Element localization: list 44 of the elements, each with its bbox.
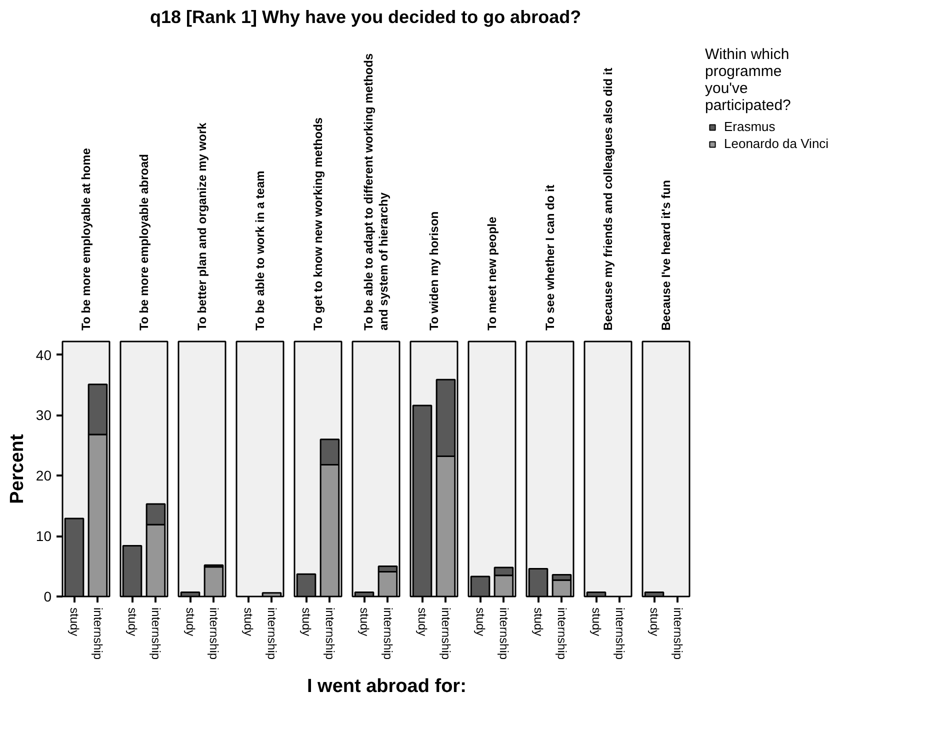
x-tick-label: study bbox=[473, 608, 488, 636]
x-tick-label: study bbox=[357, 608, 372, 636]
y-tick-label: 10 bbox=[36, 528, 52, 544]
chart-title: To be able to work in a team bbox=[253, 170, 267, 330]
chart-title: To be able to adapt to different working methods and system of hierarchy bbox=[362, 53, 390, 330]
y-tick-label: 40 bbox=[36, 346, 52, 363]
chart-title: To meet new people bbox=[485, 216, 499, 330]
x-tick-label: internship bbox=[264, 608, 279, 660]
chart-title: To be more employable abroad bbox=[137, 154, 151, 330]
x-tick-label: internship bbox=[148, 608, 163, 660]
chart-title: To get to know new working methods bbox=[311, 117, 325, 330]
x-tick-label: study bbox=[647, 608, 662, 636]
y-tick-label: 30 bbox=[36, 407, 52, 424]
chart-title: To be more employable at home bbox=[79, 148, 93, 330]
legend-title: Within which programme you've participated? bbox=[705, 46, 792, 114]
chart-title: Because I've heard it's fun bbox=[659, 180, 673, 330]
y-axis-title: Percent bbox=[6, 433, 28, 504]
x-tick-label: internship bbox=[322, 608, 337, 660]
x-tick-label: study bbox=[125, 608, 140, 636]
x-tick-label: internship bbox=[206, 608, 221, 660]
chart-title: To widen my horison bbox=[427, 211, 441, 330]
x-tick-label: study bbox=[531, 608, 546, 636]
y-tick-label: 20 bbox=[36, 468, 52, 484]
x-tick-label: study bbox=[67, 608, 82, 636]
x-tick-label: internship bbox=[496, 608, 511, 660]
x-tick-label: study bbox=[589, 608, 604, 636]
legend-label: Erasmus bbox=[724, 119, 776, 134]
x-tick-label: study bbox=[415, 608, 430, 636]
x-tick-label: internship bbox=[612, 608, 627, 660]
chart-title: To see whether I can do it bbox=[543, 184, 557, 330]
legend-label: Leonardo da Vinci bbox=[724, 136, 829, 151]
x-tick-label: study bbox=[299, 608, 314, 636]
x-tick-label: study bbox=[241, 608, 256, 636]
x-tick-label: internship bbox=[380, 608, 395, 660]
x-tick-label: internship bbox=[438, 608, 453, 660]
y-tick-label: 0 bbox=[44, 588, 52, 604]
text: q18 [Rank 1] Why have you decided to go abroad? bbox=[150, 6, 582, 29]
chart-title: Because my friends and colleagues also did it bbox=[601, 68, 615, 330]
x-axis-title: I went abroad for: bbox=[307, 675, 466, 699]
x-tick-label: internship bbox=[554, 608, 569, 660]
chart-title: To better plan and organize my work bbox=[195, 122, 209, 330]
x-tick-label: study bbox=[183, 608, 198, 636]
x-tick-label: internship bbox=[670, 608, 685, 660]
x-tick-label: internship bbox=[90, 608, 105, 660]
